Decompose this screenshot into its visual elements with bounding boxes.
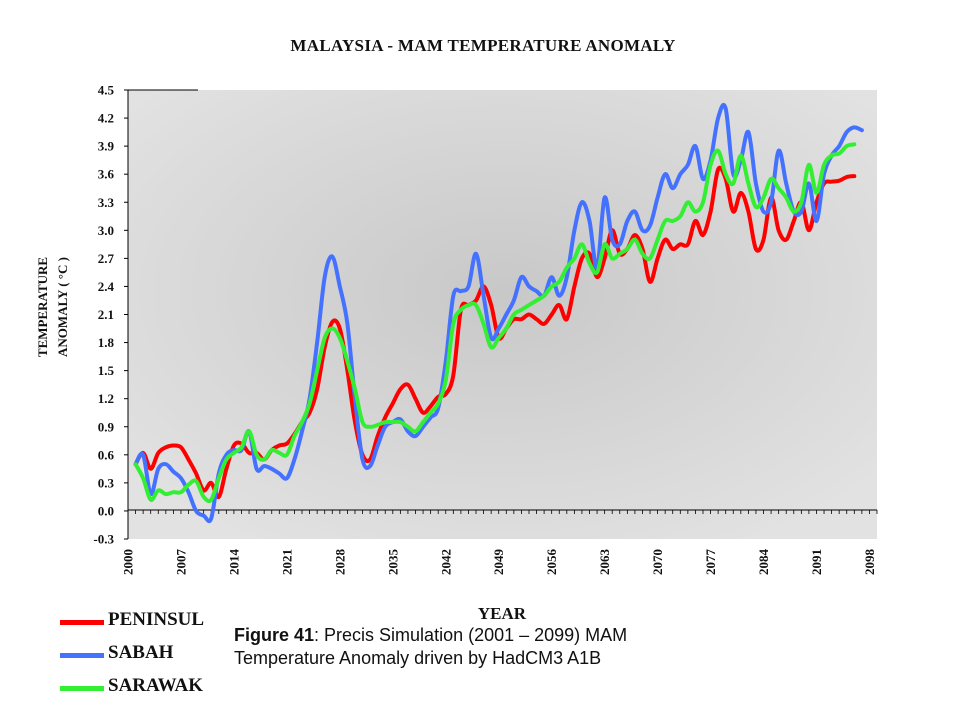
x-axis-ticks: 2000 2007 2014 2021 2028 2035 2042 2049 2056 2063…: [121, 549, 877, 576]
caption-line-2: Temperature Anomaly driven by HadCM3 A1B: [234, 648, 602, 668]
y-tick-label: 3.9: [98, 139, 115, 154]
y-tick-label: -0.3: [93, 532, 114, 547]
chart-title: MALAYSIA - MAM TEMPERATURE ANOMALY: [290, 36, 676, 55]
y-tick-label: 2.1: [98, 307, 114, 322]
y-tick-label: 3.6: [98, 167, 115, 182]
x-tick-label: 2021: [279, 549, 294, 575]
plot-area: [128, 90, 877, 539]
caption-line-1: : Precis Simulation (2001 – 2099) MAM: [314, 625, 628, 645]
caption-figure-label: Figure 41: [234, 625, 315, 645]
x-tick-label: 2084: [756, 549, 771, 576]
x-tick-label: 2091: [809, 549, 824, 575]
y-tick-label: 0.3: [98, 475, 115, 490]
y-tick-label: 1.2: [98, 391, 114, 406]
x-tick-label: 2049: [491, 549, 506, 576]
y-tick-label: 3.3: [98, 195, 115, 210]
x-axis-label: YEAR: [478, 604, 527, 623]
x-tick-label: 2000: [121, 549, 136, 575]
legend-label-sarawak: SARAWAK: [108, 675, 204, 696]
legend-label-sabah: SABAH: [108, 642, 174, 663]
x-tick-label: 2007: [173, 549, 188, 576]
y-axis-label-line-2: ANOMALY ( °C ): [55, 257, 70, 357]
x-tick-label: 2028: [332, 549, 347, 576]
x-tick-label: 2063: [597, 549, 612, 576]
x-tick-label: 2014: [226, 549, 241, 576]
series-lines: [133, 103, 864, 524]
y-axis-label-line-1: TEMPERATURE: [35, 257, 50, 357]
series-line-sarawak: [133, 142, 857, 504]
x-tick-label: 2056: [544, 549, 559, 576]
legend-swatch-sarawak: [60, 686, 104, 691]
figure-caption: Figure 41: Precis Simulation (2001 – 209…: [234, 624, 794, 670]
legend-swatch-peninsul: [60, 620, 104, 625]
y-tick-label: 0.0: [98, 503, 114, 518]
y-tick-label: 0.9: [98, 419, 115, 434]
y-tick-label: 1.8: [98, 335, 115, 350]
y-axis-label: TEMPERATURE ANOMALY ( °C ): [35, 257, 70, 357]
x-tick-label: 2042: [438, 549, 453, 575]
y-tick-label: 4.2: [98, 111, 114, 126]
y-axis-ticks: -0.3 0.0 0.3 0.6 0.9 1.2 1.5 1.8 2.1 2.4 2.7 3.0 3.3…: [93, 83, 128, 547]
x-tick-label: 2077: [703, 549, 718, 576]
x-tick-label: 2098: [862, 549, 877, 576]
x-tick-label: 2070: [650, 549, 665, 575]
y-tick-label: 4.5: [98, 83, 115, 98]
y-tick-label: 3.0: [98, 223, 114, 238]
legend-label-peninsul: PENINSUL: [108, 609, 205, 630]
legend-swatch-sabah: [60, 653, 104, 658]
y-tick-label: 2.7: [98, 251, 115, 266]
x-tick-label: 2035: [385, 549, 400, 576]
y-tick-label: 1.5: [98, 363, 115, 378]
y-tick-label: 0.6: [98, 447, 115, 462]
y-tick-label: 2.4: [98, 279, 115, 294]
series-line-sabah: [133, 103, 864, 524]
